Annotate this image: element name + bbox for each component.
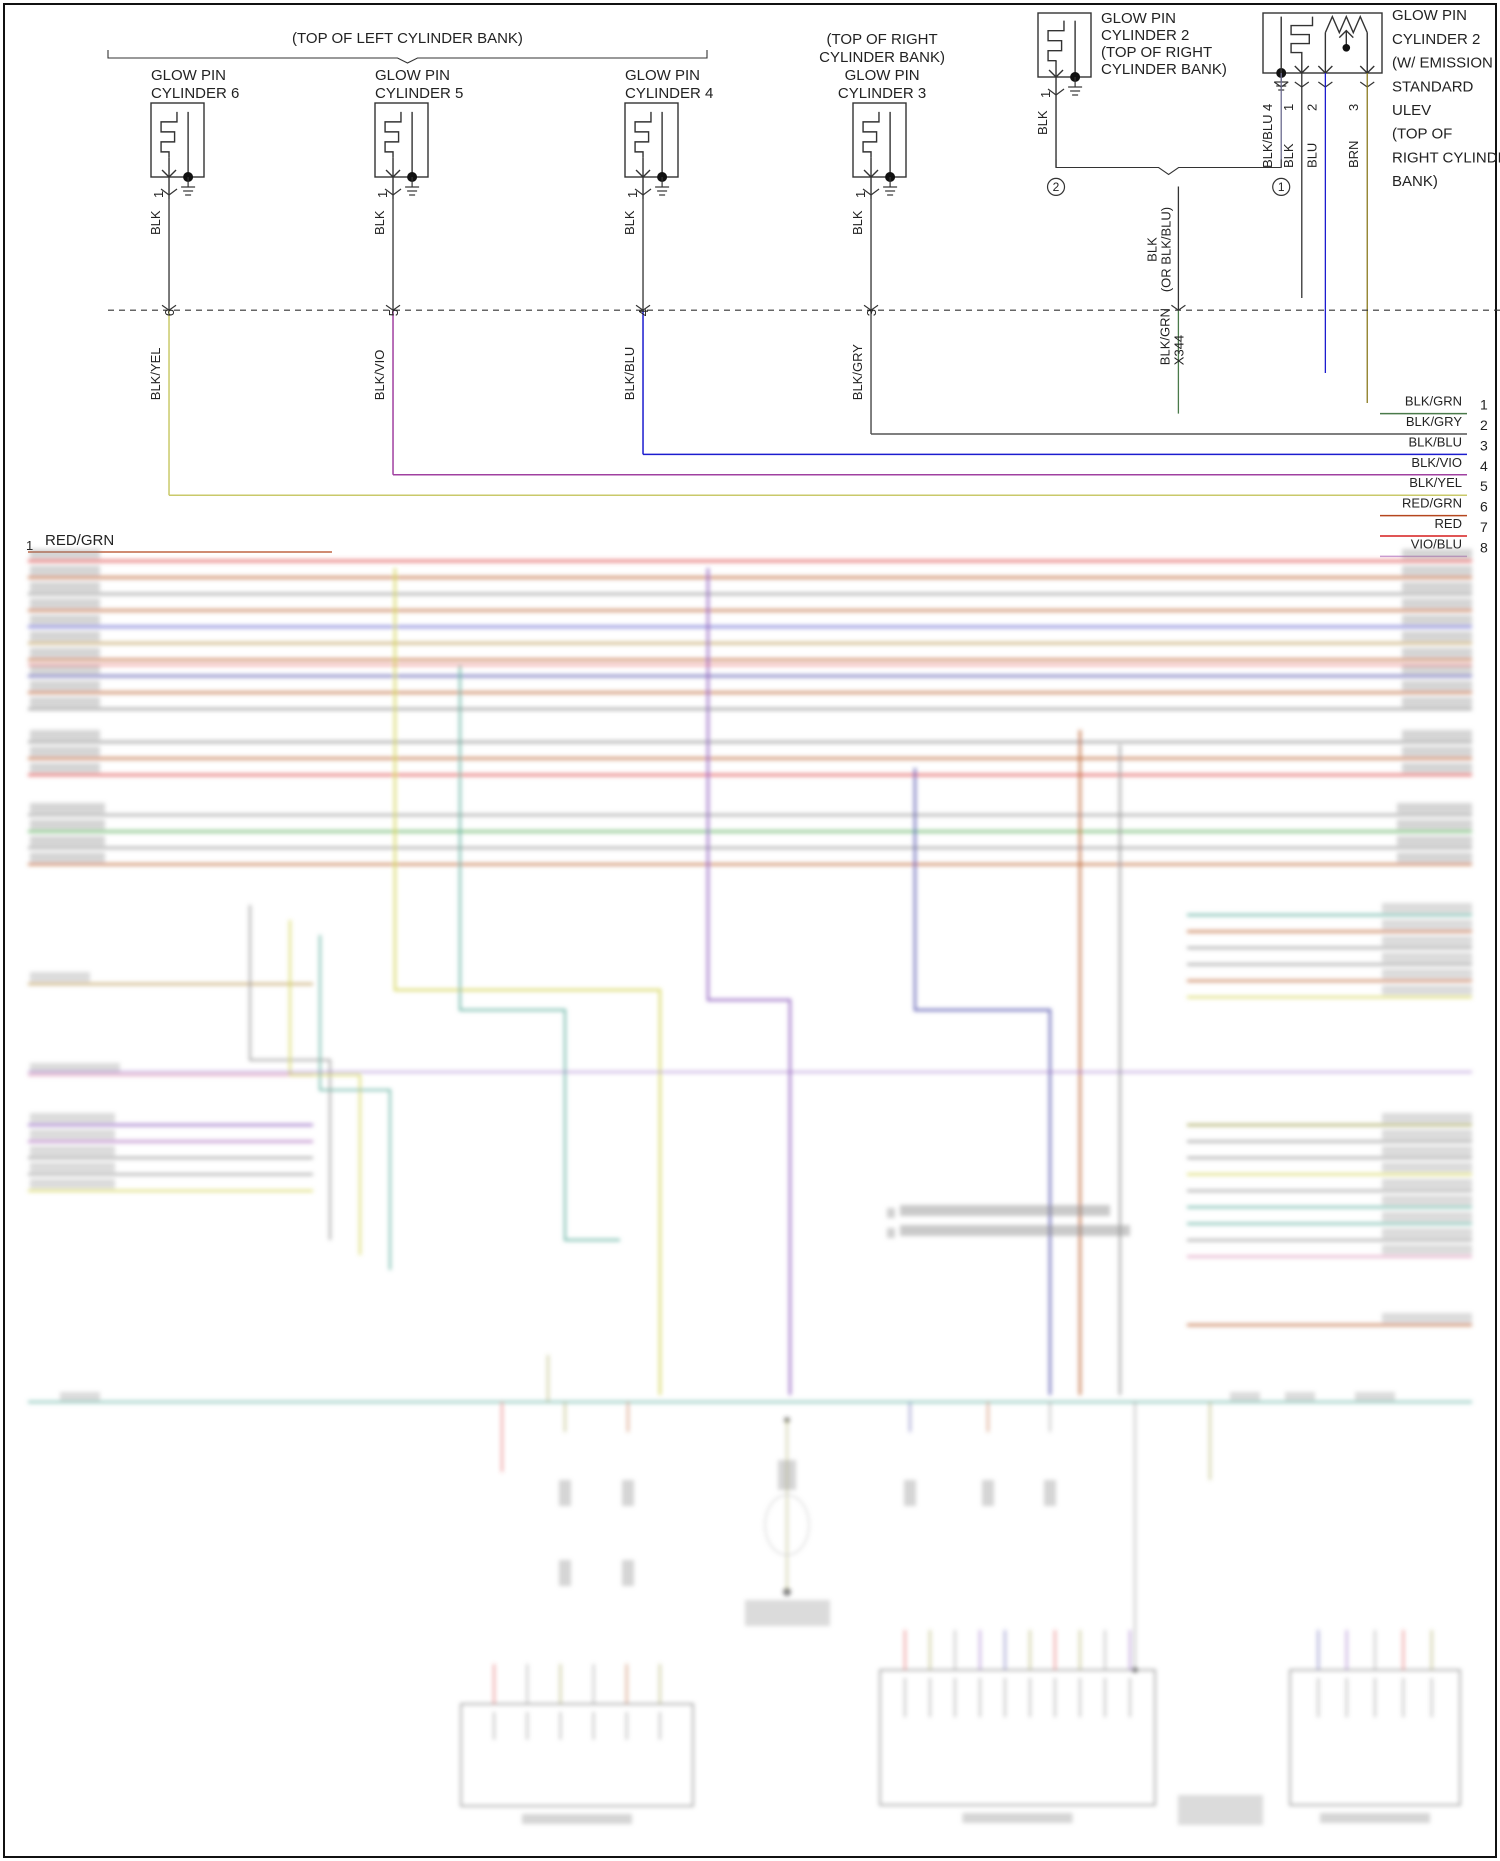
svg-text:(W/ EMISSION: (W/ EMISSION (1392, 55, 1493, 72)
svg-text:GLOW PIN: GLOW PIN (1392, 7, 1467, 24)
svg-text:6: 6 (162, 309, 177, 316)
svg-text:BLU: BLU (1304, 143, 1319, 168)
svg-text:BLK/YEL: BLK/YEL (1409, 475, 1462, 490)
svg-text:BANK): BANK) (1392, 173, 1438, 190)
svg-text:BLK/BLU: BLK/BLU (1409, 434, 1462, 449)
svg-text:RED: RED (1435, 516, 1462, 531)
svg-text:BRN: BRN (1346, 141, 1361, 168)
svg-text:CYLINDER BANK): CYLINDER BANK) (819, 49, 945, 66)
svg-text:CYLINDER 2: CYLINDER 2 (1101, 27, 1189, 44)
svg-text:BLK/GRY: BLK/GRY (850, 344, 865, 400)
svg-text:1: 1 (1480, 397, 1488, 413)
svg-text:3: 3 (864, 309, 879, 316)
svg-text:2: 2 (1480, 417, 1488, 433)
svg-text:GLOW PIN: GLOW PIN (845, 67, 920, 84)
svg-text:RED/GRN: RED/GRN (1402, 496, 1462, 511)
svg-text:5: 5 (1480, 478, 1488, 494)
svg-text:BLK/GRN: BLK/GRN (1405, 394, 1462, 409)
svg-text:BLK: BLK (1145, 237, 1160, 262)
svg-text:8: 8 (1480, 539, 1488, 555)
svg-text:CYLINDER BANK): CYLINDER BANK) (1101, 61, 1227, 78)
svg-text:CYLINDER 3: CYLINDER 3 (838, 85, 926, 102)
svg-text:BLK: BLK (148, 210, 163, 235)
svg-text:BLK/BLU: BLK/BLU (622, 347, 637, 400)
svg-text:X344: X344 (1171, 335, 1186, 365)
svg-text:1: 1 (1278, 180, 1285, 194)
svg-text:STANDARD: STANDARD (1392, 78, 1474, 95)
svg-text:4: 4 (1480, 458, 1488, 474)
svg-text:BLK/BLU: BLK/BLU (1260, 115, 1275, 168)
svg-text:CYLINDER 4: CYLINDER 4 (625, 85, 713, 102)
svg-text:(TOP OF LEFT CYLINDER BANK): (TOP OF LEFT CYLINDER BANK) (292, 30, 523, 47)
svg-text:CYLINDER 2: CYLINDER 2 (1392, 31, 1480, 48)
svg-text:(TOP OF RIGHT: (TOP OF RIGHT (827, 31, 938, 48)
svg-text:1: 1 (375, 191, 390, 198)
svg-text:(OR BLK/BLU): (OR BLK/BLU) (1159, 207, 1174, 292)
svg-text:GLOW PIN: GLOW PIN (375, 67, 450, 84)
svg-text:BLK: BLK (622, 210, 637, 235)
svg-text:CYLINDER 6: CYLINDER 6 (151, 85, 239, 102)
svg-text:BLK: BLK (372, 210, 387, 235)
svg-text:6: 6 (1480, 499, 1488, 515)
svg-text:GLOW PIN: GLOW PIN (625, 67, 700, 84)
svg-text:BLK/VIO: BLK/VIO (372, 350, 387, 401)
svg-text:5: 5 (386, 309, 401, 316)
svg-text:2: 2 (1053, 180, 1060, 194)
svg-text:CYLINDER 5: CYLINDER 5 (375, 85, 463, 102)
svg-text:BLK: BLK (1281, 143, 1296, 168)
svg-text:BLK: BLK (1035, 110, 1050, 135)
svg-text:7: 7 (1480, 519, 1488, 535)
svg-text:1: 1 (1281, 104, 1296, 111)
svg-text:1: 1 (853, 191, 868, 198)
svg-text:1: 1 (1038, 91, 1053, 98)
svg-text:ULEV: ULEV (1392, 102, 1431, 119)
svg-text:4: 4 (636, 309, 651, 316)
svg-text:GLOW PIN: GLOW PIN (1101, 10, 1176, 27)
svg-text:4: 4 (1260, 104, 1275, 111)
svg-text:(TOP OF: (TOP OF (1392, 126, 1452, 143)
svg-text:BLK/GRY: BLK/GRY (1406, 414, 1462, 429)
svg-text:2: 2 (1304, 104, 1319, 111)
svg-text:BLK/YEL: BLK/YEL (148, 347, 163, 400)
svg-text:BLK/GRN: BLK/GRN (1157, 308, 1172, 365)
svg-text:(TOP OF RIGHT: (TOP OF RIGHT (1101, 44, 1212, 61)
svg-text:BLK/VIO: BLK/VIO (1411, 455, 1462, 470)
svg-text:3: 3 (1346, 104, 1361, 111)
svg-text:1: 1 (151, 191, 166, 198)
svg-text:1: 1 (625, 191, 640, 198)
svg-text:BLK: BLK (850, 210, 865, 235)
svg-text:RIGHT CYLINDER: RIGHT CYLINDER (1392, 149, 1500, 166)
svg-text:3: 3 (1480, 437, 1488, 453)
svg-text:RED/GRN: RED/GRN (45, 532, 114, 549)
svg-text:GLOW PIN: GLOW PIN (151, 67, 226, 84)
